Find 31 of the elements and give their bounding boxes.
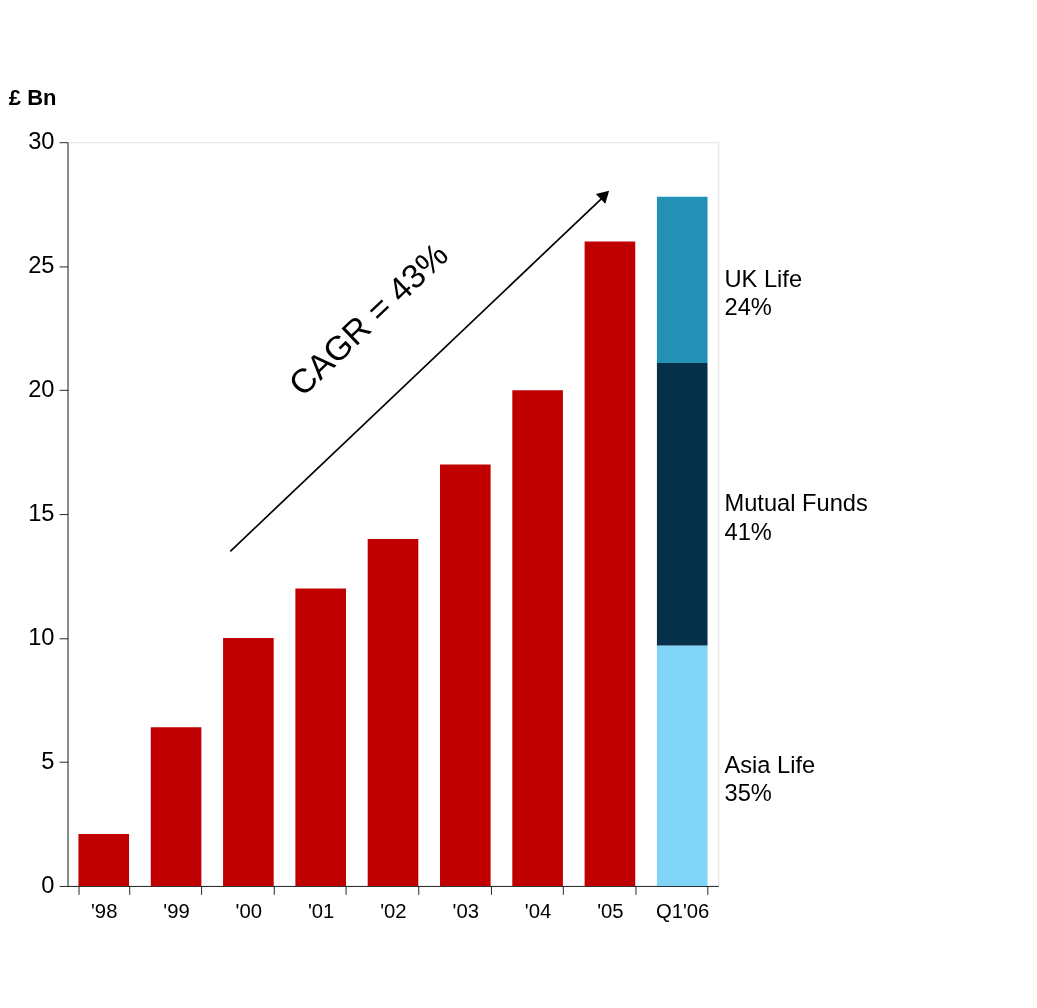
- x-tick-label: '04: [524, 899, 552, 922]
- series-label: Mutual Funds 41%: [724, 489, 868, 545]
- bar: [367, 538, 419, 887]
- x-tick-label: '98: [90, 899, 118, 922]
- x-tick-label: '05: [597, 899, 624, 922]
- y-axis-title: £ Bn: [8, 84, 57, 110]
- x-tick-label: '03: [452, 899, 479, 922]
- bar: [656, 645, 708, 887]
- bar: [656, 362, 708, 646]
- y-tick-label: 20: [28, 376, 55, 403]
- x-tick-label: '02: [380, 899, 407, 922]
- bar: [78, 833, 130, 887]
- series-label: Asia Life 35%: [724, 751, 816, 807]
- bar: [512, 390, 563, 887]
- x-tick-label: '00: [235, 899, 263, 922]
- x-tick-label: '01: [307, 899, 335, 922]
- bar: [223, 638, 274, 887]
- y-tick-label: 0: [41, 872, 55, 899]
- series-label: UK Life 24%: [724, 265, 803, 321]
- y-tick-label: 15: [28, 500, 55, 527]
- bar: [295, 588, 346, 887]
- y-tick-label: 10: [28, 624, 55, 651]
- x-tick-label: '99: [163, 899, 190, 922]
- bar: [584, 241, 636, 887]
- y-tick-label: 30: [28, 128, 55, 155]
- bar: [439, 464, 491, 887]
- y-tick-label: 5: [41, 748, 55, 775]
- bar: [656, 196, 708, 363]
- x-tick-label: Q1'06: [655, 899, 710, 922]
- bar: [150, 727, 202, 887]
- y-tick-label: 25: [28, 252, 55, 279]
